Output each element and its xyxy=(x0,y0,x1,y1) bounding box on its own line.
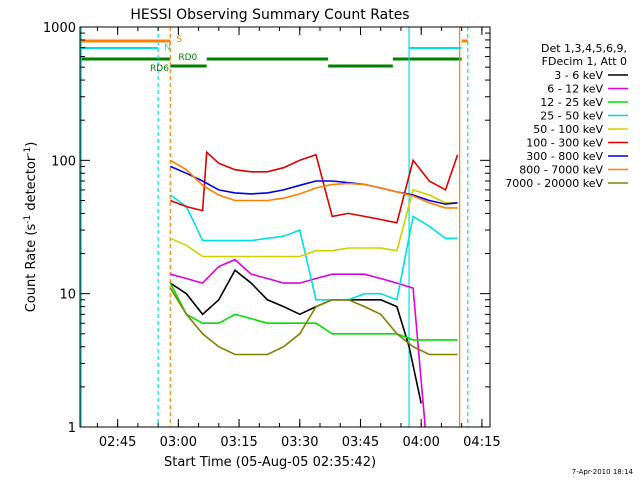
x-axis-label: Start Time (05-Aug-05 02:35:42) xyxy=(164,455,376,470)
series-line xyxy=(169,165,458,205)
legend-item-label: 7000 - 20000 keV xyxy=(505,177,603,190)
x-tick-label: 02:45 xyxy=(99,435,136,450)
legend-item-label: 25 - 50 keV xyxy=(540,110,603,123)
series-group xyxy=(169,150,459,428)
flag-label: S xyxy=(176,35,182,45)
flag-label: RD6 xyxy=(150,64,169,74)
x-tick-label: 03:30 xyxy=(281,435,318,450)
legend-item-label: 300 - 800 keV xyxy=(526,150,603,163)
x-tick-label: 03:15 xyxy=(220,435,257,450)
series-line xyxy=(169,287,458,356)
x-tick-label: 04:15 xyxy=(463,435,500,450)
series-line xyxy=(169,282,458,341)
series-line xyxy=(170,150,459,224)
legend-header-line: FDecim 1, Att 0 xyxy=(542,55,627,68)
timestamp-footer: 7-Apr-2010 18:14 xyxy=(572,468,634,476)
flag-label: N xyxy=(164,43,171,53)
flag-lines: SN RD0 RD6 xyxy=(80,27,469,427)
legend-item-label: 50 - 100 keV xyxy=(533,123,603,136)
legend-item-label: 800 - 7000 keV xyxy=(519,164,603,177)
series-line xyxy=(169,194,458,301)
chart-title: HESSI Observing Summary Count Rates xyxy=(130,7,409,23)
series-line xyxy=(169,268,422,404)
x-tick-label: 04:00 xyxy=(402,435,439,450)
axis-ticks: 02:45 03:00 03:15 03:30 03:45 04:00 04:15 1 10 10… xyxy=(43,21,501,450)
series-line xyxy=(170,258,426,428)
x-tick-label: 03:45 xyxy=(342,435,379,450)
y-tick-label: 10 xyxy=(59,288,76,303)
legend-header-line: Det 1,3,4,5,6,9, xyxy=(541,42,627,55)
legend: Det 1,3,4,5,6,9, FDecim 1, Att 0 3 - 6 k… xyxy=(505,42,628,190)
series-line xyxy=(169,159,458,209)
y-tick-label: 1000 xyxy=(43,21,76,36)
plot-frame xyxy=(79,26,491,428)
y-axis-label: Count Rate (s-1 detector-1) xyxy=(23,142,39,313)
legend-item-label: 100 - 300 keV xyxy=(526,137,603,150)
y-tick-label: 100 xyxy=(51,154,76,169)
legend-item-label: 3 - 6 keV xyxy=(554,69,603,82)
flag-label: RD0 xyxy=(178,53,197,63)
x-tick-label: 03:00 xyxy=(160,435,197,450)
series-line xyxy=(169,188,458,258)
legend-item-label: 12 - 25 keV xyxy=(540,96,603,109)
legend-item-label: 6 - 12 keV xyxy=(547,83,603,96)
y-tick-label: 1 xyxy=(68,421,76,436)
